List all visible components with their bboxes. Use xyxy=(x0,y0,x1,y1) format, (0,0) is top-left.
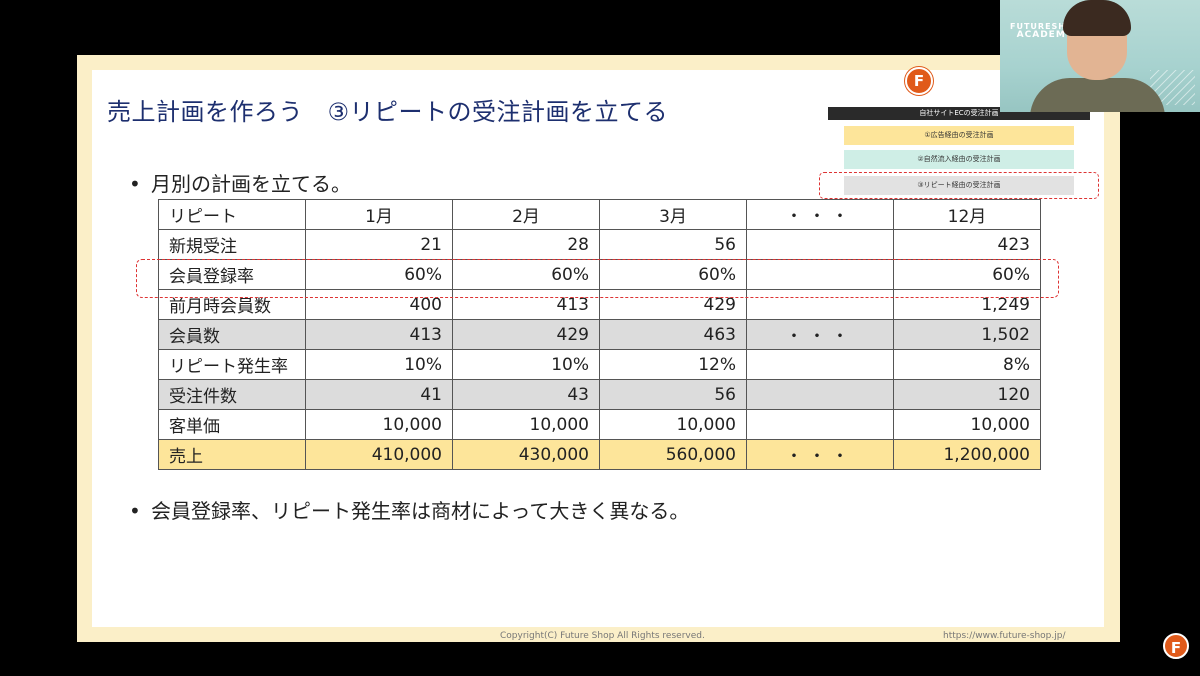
table-cell: 43 xyxy=(452,379,600,410)
table-cell xyxy=(746,409,894,440)
panel-item-ad: ①広告経由の受注計画 xyxy=(844,126,1074,145)
table-cell: ・・・ xyxy=(746,319,894,350)
row-label: 客単価 xyxy=(158,409,306,440)
table-cell: 60% xyxy=(452,259,600,290)
table-cell: 430,000 xyxy=(452,439,600,470)
bullet-monthly-plan: • 月別の計画を立てる。 xyxy=(129,168,351,197)
panel-item-repeat: ③リピート経由の受注計画 xyxy=(844,176,1074,195)
table-cell: 60% xyxy=(893,259,1041,290)
member-rate-highlight-box xyxy=(136,259,1059,298)
row-label: 前月時会員数 xyxy=(158,289,306,320)
table-cell: 10,000 xyxy=(893,409,1041,440)
table-cell: 120 xyxy=(893,379,1041,410)
table-cell: 60% xyxy=(599,259,747,290)
copyright-text: Copyright(C) Future Shop All Rights rese… xyxy=(500,631,705,641)
table-cell: 423 xyxy=(893,229,1041,260)
table-cell: 413 xyxy=(305,319,453,350)
future-shop-logo-icon: F xyxy=(905,67,933,95)
table-header-cell: 2月 xyxy=(452,199,600,230)
table-row: 売上 410,000 430,000 560,000 ・・・ 1,200,000 xyxy=(158,439,1041,470)
table-row: リピート発生率 10% 10% 12% 8% xyxy=(158,349,1041,380)
table-cell: 28 xyxy=(452,229,600,260)
row-label: 受注件数 xyxy=(158,379,306,410)
table-cell: 60% xyxy=(305,259,453,290)
bullet-mark: • xyxy=(129,172,141,196)
table-cell: 400 xyxy=(305,289,453,320)
bullet-rate-note: • 会員登録率、リピート発生率は商材によって大きく異なる。 xyxy=(129,495,689,524)
table-cell: 429 xyxy=(599,289,747,320)
plan-overview-panel: 自社サイトECの受注計画 ①広告経由の受注計画 ②自然流入経由の受注計画 ③リピ… xyxy=(819,107,1099,199)
table-cell: 10% xyxy=(305,349,453,380)
bullet-text: 月別の計画を立てる。 xyxy=(151,172,351,196)
table-row: 客単価 10,000 10,000 10,000 10,000 xyxy=(158,409,1041,440)
row-label: 会員数 xyxy=(158,319,306,350)
table-header-row: リピート 1月 2月 3月 ・・・ 12月 xyxy=(158,199,1041,230)
table-cell xyxy=(746,349,894,380)
table-cell: 10,000 xyxy=(452,409,600,440)
presenter-shirt xyxy=(1030,78,1165,112)
table-cell: ・・・ xyxy=(746,439,894,470)
row-label: リピート発生率 xyxy=(158,349,306,380)
table-cell: 1,200,000 xyxy=(893,439,1041,470)
table-cell: 21 xyxy=(305,229,453,260)
row-label: 新規受注 xyxy=(158,229,306,260)
channel-logo-icon: F xyxy=(1163,633,1189,659)
table-cell: 41 xyxy=(305,379,453,410)
table-header-cell: ・・・ xyxy=(746,199,894,230)
table-cell: 8% xyxy=(893,349,1041,380)
bullet-mark: • xyxy=(129,499,141,523)
repeat-plan-table: リピート 1月 2月 3月 ・・・ 12月 新規受注 21 28 56 423 … xyxy=(158,199,1041,470)
bullet-text: 会員登録率、リピート発生率は商材によって大きく異なる。 xyxy=(151,499,690,523)
table-cell: 1,249 xyxy=(893,289,1041,320)
table-cell: 429 xyxy=(452,319,600,350)
table-cell: 1,502 xyxy=(893,319,1041,350)
footer-url: https://www.future-shop.jp/ xyxy=(943,631,1066,641)
table-cell: 10% xyxy=(452,349,600,380)
table-row: 新規受注 21 28 56 423 xyxy=(158,229,1041,260)
table-cell: 12% xyxy=(599,349,747,380)
slide-title: 売上計画を作ろう ③リピートの受注計画を立てる xyxy=(107,98,669,126)
table-header-cell: リピート xyxy=(158,199,306,230)
table-cell: 410,000 xyxy=(305,439,453,470)
table-header-cell: 1月 xyxy=(305,199,453,230)
row-label: 売上 xyxy=(158,439,306,470)
table-row: 受注件数 41 43 56 120 xyxy=(158,379,1041,410)
webcam-brand-bottom: ACADEMY xyxy=(1016,30,1074,40)
table-cell xyxy=(746,229,894,260)
panel-highlight-box xyxy=(819,172,1099,199)
panel-item-organic: ②自然流入経由の受注計画 xyxy=(844,150,1074,169)
webcam-brand-top: FUTURESHOP xyxy=(1010,22,1081,31)
table-cell: 10,000 xyxy=(305,409,453,440)
table-cell: 463 xyxy=(599,319,747,350)
presenter-hair xyxy=(1063,0,1131,36)
table-cell: 560,000 xyxy=(599,439,747,470)
table-cell: 56 xyxy=(599,229,747,260)
table-header-cell: 12月 xyxy=(893,199,1041,230)
table-cell: 56 xyxy=(599,379,747,410)
table-header-cell: 3月 xyxy=(599,199,747,230)
webcam-view: FUTURESHOP ACADEMY xyxy=(1000,0,1200,112)
table-cell xyxy=(746,379,894,410)
table-row: 会員数 413 429 463 ・・・ 1,502 xyxy=(158,319,1041,350)
table-cell: 10,000 xyxy=(599,409,747,440)
